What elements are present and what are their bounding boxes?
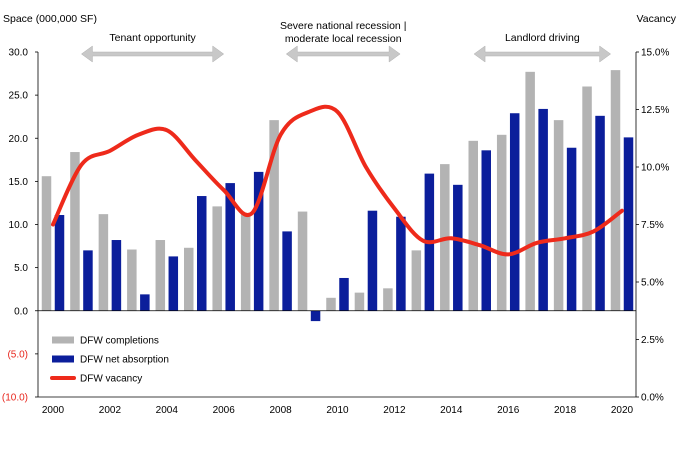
bar-completions [582,86,592,311]
bar-net-absorption [83,250,93,311]
y-left-tick-label: 20.0 [9,134,29,145]
bar-net-absorption [396,216,406,311]
x-tick-label: 2018 [554,405,577,416]
bar-net-absorption [623,137,634,311]
bar-net-absorption [168,256,179,311]
x-axis-ticks: 2000 2002 2004 2006 2008 2010 2012 2014 2016 2018… [42,405,634,416]
bar-completions [70,152,80,311]
x-tick-label: 2008 [269,405,292,416]
bar-completions [155,240,166,311]
vacancy-line [51,104,624,257]
bar-net-absorption [225,183,235,311]
bar-completions [240,214,251,311]
annotation-label: Tenant opportunity [109,32,196,44]
x-tick-label: 2000 [42,405,65,416]
legend: DFW completions DFW net absorption DFW vac… [50,336,169,385]
bar-completions [297,211,308,311]
y-left-tick-label: 25.0 [9,91,29,102]
double-arrow [285,45,401,63]
period-annotations: Tenant opportunity Severe national recess… [81,20,612,63]
bar-completions [468,140,478,311]
x-tick-label: 2002 [99,405,122,416]
y-right-tick-label: 0.0% [641,393,664,404]
legend-label: DFW completions [80,336,159,347]
x-tick-label: 2006 [213,405,236,416]
bar-net-absorption [367,210,378,311]
y-right-tick-label: 2.5% [641,335,664,346]
bar-completions [127,249,137,311]
x-tick-label: 2012 [383,405,406,416]
bar-completions [269,120,279,311]
y-left-tick-label: 5.0 [14,263,28,274]
bar-net-absorption [140,294,150,311]
y-axis-left-ticks: 30.0 25.0 20.0 15.0 10.0 5.0 0.0 (5.0) (10.0) [2,48,29,404]
bar-net-absorption [509,113,520,311]
bar-completions [525,71,535,311]
legend-label: DFW vacancy [80,374,142,385]
bar-completions [184,247,194,311]
axes [35,51,639,398]
y-right-tick-label: 5.0% [641,278,664,289]
bar-net-absorption [595,115,605,311]
bar-net-absorption [197,196,207,311]
y-axis-left-title: Space (000,000 SF) [3,13,97,25]
bar-completions [41,176,52,311]
bar-completions [610,70,621,311]
annotation-label: Severe national recession | [280,20,406,32]
bar-net-absorption [282,231,292,311]
y-left-tick-label: (5.0) [7,349,28,360]
x-tick-label: 2004 [156,405,179,416]
y-right-tick-label: 10.0% [641,163,669,174]
bar-completions [212,206,222,311]
line-series [51,104,624,257]
bar-net-absorption [339,277,349,311]
y-left-tick-label: 15.0 [9,177,29,188]
bar-net-absorption [566,147,577,311]
y-left-tick-label: 30.0 [9,48,29,59]
x-tick-label: 2010 [326,405,349,416]
bar-net-absorption [453,184,463,311]
legend-label: DFW net absorption [80,355,169,366]
double-arrow [81,45,225,63]
y-left-tick-label: 10.0 [9,220,29,231]
bar-net-absorption [538,108,548,311]
legend-swatch [52,355,74,363]
y-axis-right-ticks: 15.0% 12.5% 10.0% 7.5% 5.0% 2.5% 0.0% [641,48,669,404]
y-left-tick-label: 0.0 [14,306,28,317]
annotation-label: moderate local recession [285,33,402,45]
bar-completions [496,134,507,311]
y-left-tick-label: (10.0) [2,393,28,404]
bar-net-absorption [111,240,122,311]
y-right-tick-label: 12.5% [641,105,669,116]
bar-completions [553,120,564,311]
annotation-label: Landlord driving [505,32,580,44]
y-axis-right-title: Vacancy [637,13,677,25]
bar-net-absorption [310,310,321,322]
double-arrow [473,45,612,63]
bar-completions [383,288,393,311]
legend-swatch [52,336,74,344]
bar-completions [98,214,109,311]
y-right-tick-label: 15.0% [641,48,669,59]
bar-completions [326,297,336,311]
x-tick-label: 2020 [611,405,634,416]
x-tick-label: 2016 [497,405,520,416]
bar-net-absorption [253,171,264,311]
bar-completions [354,292,365,311]
bar-series [41,70,634,322]
bar-completions [411,250,422,311]
bar-net-absorption [54,215,65,311]
y-right-tick-label: 7.5% [641,220,664,231]
x-tick-label: 2014 [440,405,463,416]
bar-net-absorption [481,150,491,311]
